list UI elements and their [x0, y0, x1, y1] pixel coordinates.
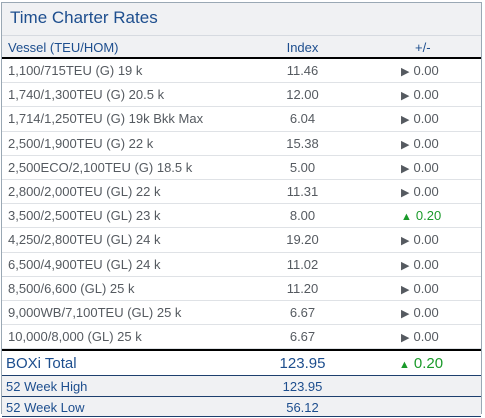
vessel-cell: 1,714/1,250TEU (G) 19k Bkk Max — [8, 111, 204, 127]
change-cell: ▶ 0.00 — [355, 83, 481, 106]
week-high-value: 123.95 — [282, 379, 323, 395]
right-arrow-icon: ▶ — [401, 235, 410, 248]
table-row: 2,500/1,900TEU (G) 22 k 15.38 ▶ 0.00 — [2, 132, 481, 156]
right-arrow-icon: ▶ — [401, 283, 410, 296]
table-row: 1,100/715TEU (G) 19 k 11.46 ▶ 0.00 — [2, 59, 481, 84]
right-arrow-icon: ▶ — [401, 66, 410, 78]
change-cell: ▲ 0.20 — [355, 204, 481, 227]
right-arrow-icon: ▶ — [401, 332, 410, 345]
change-cell: ▶ 0.00 — [355, 59, 481, 82]
table-row: 2,500ECO/2,100TEU (G) 18.5 k 5.00 ▶ 0.00 — [2, 156, 481, 180]
up-arrow-icon: ▲ — [399, 359, 410, 372]
table-row: 1,740/1,300TEU (G) 20.5 k 12.00 ▶ 0.00 — [2, 83, 481, 108]
change-cell: ▶ 0.00 — [355, 325, 481, 348]
change-value: 0.00 — [413, 159, 439, 175]
table-body: 1,100/715TEU (G) 19 k 11.46 ▶ 0.00 1,740/1,3… — [2, 59, 481, 350]
vessel-cell: 1,740/1,300TEU (G) 20.5 k — [8, 87, 165, 103]
index-cell: 6.67 — [289, 304, 316, 320]
week-low-row: 52 Week Low 56.12 — [2, 396, 481, 418]
index-cell: 6.04 — [289, 111, 316, 127]
vessel-cell: 9,000WB/7,100TEU (GL) 25 k — [8, 304, 182, 320]
vessel-cell: 2,500/1,900TEU (G) 22 k — [8, 135, 154, 151]
index-cell: 19.20 — [286, 232, 319, 248]
total-label: BOXi Total — [6, 355, 77, 373]
boxi-total-row: BOXi Total 123.95 ▲ 0.20 — [2, 349, 481, 376]
index-cell: 8.00 — [289, 208, 316, 224]
index-cell: 11.02 — [286, 256, 319, 272]
vessel-cell: 6,500/4,900TEU (GL) 24 k — [8, 256, 161, 272]
table-row: 2,800/2,000TEU (GL) 22 k 11.31 ▶ 0.00 — [2, 180, 481, 205]
index-cell: 11.20 — [286, 280, 319, 296]
change-value: 0.00 — [413, 111, 439, 127]
right-arrow-icon: ▶ — [401, 138, 410, 151]
vessel-cell: 2,800/2,000TEU (GL) 22 k — [8, 183, 161, 199]
right-arrow-icon: ▶ — [401, 162, 410, 175]
change-value: 0.00 — [413, 280, 439, 296]
table-header: Vessel (TEU/HOM) Index +/- — [2, 35, 481, 59]
change-cell: ▶ 0.00 — [355, 277, 481, 300]
change-value: 0.00 — [413, 256, 439, 272]
change-value: 0.00 — [413, 135, 439, 151]
table-row: 10,000/8,000 (GL) 25 k 6.67 ▶ 0.00 — [2, 325, 481, 350]
change-value: 0.00 — [413, 63, 439, 78]
right-arrow-icon: ▶ — [401, 259, 410, 272]
index-cell: 11.31 — [286, 183, 319, 199]
change-value: 0.20 — [415, 208, 442, 224]
change-value: 0.00 — [413, 183, 439, 199]
week-low-value: 56.12 — [286, 400, 319, 416]
panel-title: Time Charter Rates — [2, 3, 481, 35]
change-value: 0.00 — [413, 304, 439, 320]
table-row: 4,250/2,800TEU (GL) 24 k 19.20 ▶ 0.00 — [2, 228, 481, 253]
change-cell: ▶ 0.00 — [355, 228, 481, 251]
vessel-cell: 1,100/715TEU (G) 19 k — [8, 63, 143, 78]
change-cell: ▶ 0.00 — [355, 107, 481, 130]
right-arrow-icon: ▶ — [401, 114, 410, 127]
change-value: 0.00 — [413, 87, 439, 103]
index-cell: 5.00 — [289, 159, 316, 175]
table-row: 1,714/1,250TEU (G) 19k Bkk Max 6.04 ▶ 0.00 — [2, 107, 481, 132]
vessel-cell: 10,000/8,000 (GL) 25 k — [8, 329, 142, 345]
total-index: 123.95 — [279, 355, 326, 373]
right-arrow-icon: ▶ — [401, 90, 410, 103]
vessel-cell: 8,500/6,600 (GL) 25 k — [8, 280, 135, 296]
vessel-column-header: Vessel (TEU/HOM) — [8, 40, 119, 55]
change-cell: ▶ 0.00 — [355, 156, 481, 179]
change-value: 0.00 — [413, 232, 439, 248]
total-change-value: 0.20 — [413, 355, 444, 373]
vessel-cell: 4,250/2,800TEU (GL) 24 k — [8, 232, 161, 248]
change-column-header: +/- — [415, 40, 431, 55]
right-arrow-icon: ▶ — [401, 307, 410, 320]
table-row: 8,500/6,600 (GL) 25 k 11.20 ▶ 0.00 — [2, 277, 481, 301]
index-cell: 11.46 — [286, 63, 319, 78]
week-high-row: 52 Week High 123.95 — [2, 375, 481, 397]
change-value: 0.00 — [413, 329, 439, 345]
table-row: 3,500/2,500TEU (GL) 23 k 8.00 ▲ 0.20 — [2, 204, 481, 229]
table-row: 9,000WB/7,100TEU (GL) 25 k 6.67 ▶ 0.00 — [2, 301, 481, 326]
index-cell: 15.38 — [286, 135, 319, 151]
vessel-cell: 3,500/2,500TEU (GL) 23 k — [8, 208, 161, 224]
change-cell: ▶ 0.00 — [355, 301, 481, 324]
up-arrow-icon: ▲ — [401, 211, 412, 224]
change-cell: ▶ 0.00 — [355, 132, 481, 155]
change-cell: ▶ 0.00 — [355, 180, 481, 203]
index-cell: 6.67 — [289, 329, 316, 345]
week-low-label: 52 Week Low — [6, 400, 85, 416]
week-high-label: 52 Week High — [6, 379, 88, 395]
table-row: 6,500/4,900TEU (GL) 24 k 11.02 ▶ 0.00 — [2, 253, 481, 277]
total-change: ▲ 0.20 — [355, 351, 481, 375]
right-arrow-icon: ▶ — [401, 186, 410, 199]
change-cell: ▶ 0.00 — [355, 253, 481, 276]
vessel-cell: 2,500ECO/2,100TEU (G) 18.5 k — [8, 159, 193, 175]
index-cell: 12.00 — [286, 87, 319, 103]
index-column-header: Index — [286, 40, 319, 55]
